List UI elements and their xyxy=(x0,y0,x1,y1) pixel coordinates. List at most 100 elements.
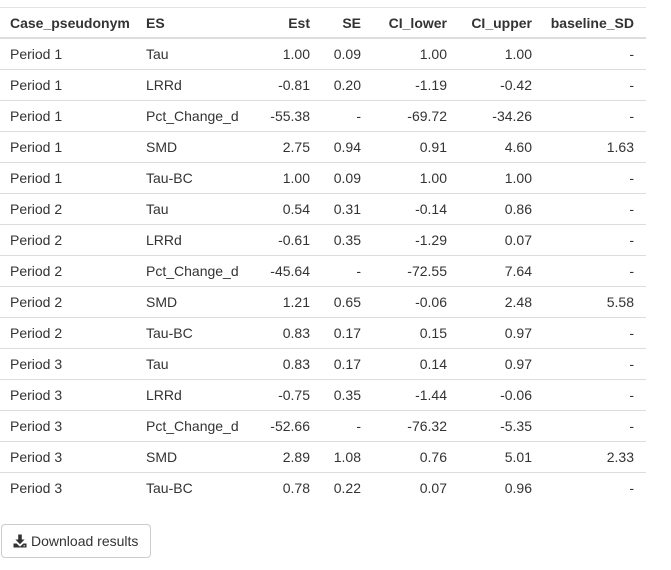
cell-es: SMD xyxy=(143,286,256,318)
header-se: SE xyxy=(316,8,367,39)
cell-se: 0.09 xyxy=(316,162,367,194)
cell-ci-lower: 1.00 xyxy=(367,162,453,194)
cell-baseline-sd: - xyxy=(538,100,646,132)
cell-case-pseudonym: Period 3 xyxy=(0,410,143,442)
table-row: Period 2 SMD 1.21 0.65 -0.06 2.48 5.58 xyxy=(0,286,646,318)
cell-case-pseudonym: Period 3 xyxy=(0,379,143,411)
cell-ci-upper: 0.97 xyxy=(453,348,538,380)
table-row: Period 2 Pct_Change_d -45.64- -72.55 7.64- xyxy=(0,255,646,287)
cell-se: 0.31 xyxy=(316,193,367,225)
cell-ci-lower: 0.14 xyxy=(367,348,453,380)
cell-baseline-sd: 5.58 xyxy=(538,286,646,318)
cell-est: -45.64 xyxy=(256,255,316,287)
cell-est: 0.78 xyxy=(282,479,310,496)
cell-ci-lower: 0.15 xyxy=(367,317,453,349)
results-table: Case_pseudonym ES Est SE CI_lower CI_upp… xyxy=(0,8,646,503)
cell-ci-lower: 0.91 xyxy=(367,131,453,163)
cell-ci-upper: -0.06 xyxy=(453,379,538,411)
cell-se: 0.35 xyxy=(316,379,367,411)
cell-es: Tau xyxy=(143,348,256,380)
cell-case-pseudonym: Period 2 xyxy=(0,255,143,287)
cell-est: -0.75 xyxy=(256,379,316,411)
cell-ci-upper: 0.96 xyxy=(504,479,532,496)
table-row: Period 3 Tau-BC 0.78 0.22 0.07 0.96 - xyxy=(0,472,646,503)
cell-est: 2.75 xyxy=(256,131,316,163)
cell-case-pseudonym: Period 1 xyxy=(0,162,143,194)
cell-es: Pct_Change_d xyxy=(143,410,256,442)
table-header-row: Case_pseudonym ES Est SE CI_lower CI_upp… xyxy=(0,8,646,39)
cell-case-pseudonym: Period 2 xyxy=(0,193,143,225)
cell-ci-upper: 0.86 xyxy=(453,193,538,225)
cell-case-pseudonym: Period 1 xyxy=(0,69,143,101)
cell-se: - xyxy=(316,255,367,287)
cell-ci-upper: 0.07 xyxy=(453,224,538,256)
table-row: Period 1 Pct_Change_d -55.38- -69.72 -34.26- xyxy=(0,100,646,132)
table-row: Period 1 Tau 1.00 0.09 1.00 1.00- xyxy=(0,38,646,70)
header-ci-lower: CI_lower xyxy=(367,8,453,39)
cell-ci-upper: 4.60 xyxy=(453,131,538,163)
cell-ci-lower: -0.06 xyxy=(367,286,453,318)
cell-es: Pct_Change_d xyxy=(143,255,256,287)
cell-case-pseudonym: Period 3 xyxy=(10,479,63,496)
table-body: Period 1 Tau 1.00 0.09 1.00 1.00- Period 1 LRRd… xyxy=(0,38,646,503)
cell-est: 1.00 xyxy=(256,38,316,70)
cell-es: LRRd xyxy=(143,224,256,256)
cell-se: - xyxy=(316,410,367,442)
cell-ci-upper: -0.42 xyxy=(453,69,538,101)
cell-se: 0.65 xyxy=(316,286,367,318)
cell-se: 1.08 xyxy=(316,441,367,473)
cell-ci-lower: -72.55 xyxy=(367,255,453,287)
cell-es: Tau-BC xyxy=(143,162,256,194)
cell-es: Tau-BC xyxy=(143,317,256,349)
table-row: Period 3 LRRd -0.75 0.35 -1.44 -0.06- xyxy=(0,379,646,411)
cell-es: Tau-BC xyxy=(146,479,193,496)
cell-ci-upper: 2.48 xyxy=(453,286,538,318)
cell-case-pseudonym: Period 3 xyxy=(0,348,143,380)
table-row: Period 2 LRRd -0.61 0.35 -1.29 0.07- xyxy=(0,224,646,256)
cell-se: 0.94 xyxy=(316,131,367,163)
cell-se: 0.22 xyxy=(333,479,361,496)
cell-se: 0.20 xyxy=(316,69,367,101)
cell-est: 0.83 xyxy=(256,317,316,349)
cell-case-pseudonym: Period 2 xyxy=(0,286,143,318)
cell-baseline-sd: - xyxy=(538,38,646,70)
cell-est: 2.89 xyxy=(256,441,316,473)
header-case-pseudonym: Case_pseudonym xyxy=(0,8,143,39)
cell-case-pseudonym: Period 3 xyxy=(0,441,143,473)
table-row: Period 3 Tau 0.83 0.17 0.14 0.97- xyxy=(0,348,646,380)
cell-ci-lower: 1.00 xyxy=(367,38,453,70)
cell-ci-upper: 1.00 xyxy=(453,162,538,194)
download-icon xyxy=(13,534,27,548)
cell-case-pseudonym: Period 1 xyxy=(0,131,143,163)
header-es: ES xyxy=(143,8,256,39)
table-row: Period 2 Tau-BC 0.83 0.17 0.15 0.97- xyxy=(0,317,646,349)
cell-se: 0.09 xyxy=(316,38,367,70)
cell-est: -55.38 xyxy=(256,100,316,132)
cell-se: - xyxy=(316,100,367,132)
cell-baseline-sd: - xyxy=(538,348,646,380)
cell-case-pseudonym: Period 1 xyxy=(0,100,143,132)
cell-ci-lower: -69.72 xyxy=(367,100,453,132)
cell-baseline-sd: 2.33 xyxy=(538,441,646,473)
cell-ci-lower: -1.29 xyxy=(367,224,453,256)
download-results-button[interactable]: Download results xyxy=(1,524,152,558)
cell-es: SMD xyxy=(143,441,256,473)
table-row: Period 3 Pct_Change_d -52.66- -76.32 -5.35- xyxy=(0,410,646,442)
cell-est: -0.81 xyxy=(256,69,316,101)
top-divider xyxy=(0,7,646,8)
cell-est: 1.00 xyxy=(256,162,316,194)
cell-baseline-sd: - xyxy=(629,479,634,496)
cell-baseline-sd: - xyxy=(538,317,646,349)
table-row: Period 1 Tau-BC 1.00 0.09 1.00 1.00- xyxy=(0,162,646,194)
cell-baseline-sd: - xyxy=(538,224,646,256)
header-baseline-sd: baseline_SD xyxy=(538,8,646,39)
cell-ci-upper: -5.35 xyxy=(453,410,538,442)
cell-baseline-sd: 1.63 xyxy=(538,131,646,163)
cell-case-pseudonym: Period 1 xyxy=(0,38,143,70)
cell-est: 0.54 xyxy=(256,193,316,225)
cell-ci-lower: -1.44 xyxy=(367,379,453,411)
cell-es: SMD xyxy=(143,131,256,163)
cell-case-pseudonym: Period 2 xyxy=(0,224,143,256)
cell-se: 0.17 xyxy=(316,348,367,380)
